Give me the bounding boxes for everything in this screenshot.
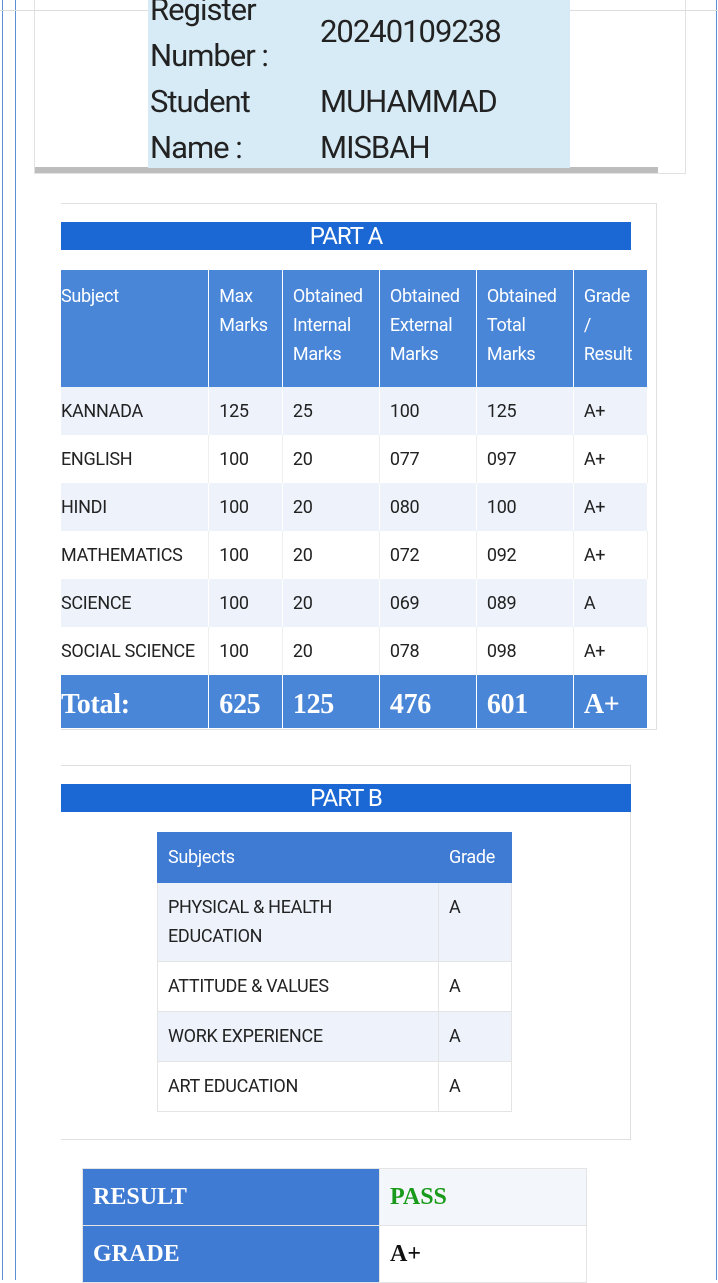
frame-line: [716, 0, 717, 1280]
subject-row: HINDI 100 20 080 100 A+: [61, 483, 649, 531]
cell: A: [438, 1011, 512, 1062]
cell: 25: [282, 387, 380, 435]
cell: 069: [379, 579, 477, 627]
result-value: A+: [379, 1225, 587, 1283]
header-cell: Subject: [61, 270, 210, 387]
cell: 125: [208, 387, 283, 435]
cell: 20: [282, 579, 380, 627]
register-number: 20240109238: [320, 13, 502, 50]
frame-line: [2, 0, 3, 1280]
cell: ATTITUDE & VALUES: [157, 961, 439, 1012]
part-a-title: PART A: [61, 222, 631, 250]
header-cell: Subjects: [157, 832, 439, 883]
cell: 100: [208, 531, 283, 579]
cell: 072: [379, 531, 477, 579]
cell: 20: [282, 435, 380, 483]
result-key: RESULT: [82, 1168, 380, 1226]
total-cell: A+: [573, 675, 649, 728]
result-row: GRADE A+: [82, 1225, 587, 1283]
subject-row: SCIENCE 100 20 069 089 A: [61, 579, 649, 627]
cell: SCIENCE: [61, 579, 210, 627]
cell: 100: [208, 483, 283, 531]
subject-row: ENGLISH 100 20 077 097 A+: [61, 435, 649, 483]
result-value: PASS: [379, 1168, 587, 1226]
cell: 089: [476, 579, 574, 627]
cell: 20: [282, 483, 380, 531]
total-cell: Total:: [61, 675, 210, 728]
cell: 092: [476, 531, 574, 579]
cell: 100: [476, 483, 574, 531]
cell: 098: [476, 627, 574, 675]
total-cell: 601: [476, 675, 574, 728]
student-name: MUHAMMAD MISBAH: [320, 83, 498, 166]
total-cell: 625: [208, 675, 283, 728]
cell: SOCIAL SCIENCE: [61, 627, 210, 675]
register-label: Register Number :: [150, 0, 269, 74]
cell: 20: [282, 627, 380, 675]
cell: 097: [476, 435, 574, 483]
student-card: [34, 0, 686, 174]
cell: 125: [476, 387, 574, 435]
cell: 100: [379, 387, 477, 435]
row: WORK EXPERIENCE A: [157, 1011, 512, 1062]
header-cell: Grade / Result: [573, 270, 649, 387]
total-cell: 476: [379, 675, 477, 728]
cell: 20: [282, 531, 380, 579]
cell: A: [438, 882, 512, 962]
cell: A: [438, 961, 512, 1012]
cell: 077: [379, 435, 477, 483]
subject-row: MATHEMATICS 100 20 072 092 A+: [61, 531, 649, 579]
cell: A: [438, 1061, 512, 1112]
row: ART EDUCATION A: [157, 1061, 512, 1112]
cell: ENGLISH: [61, 435, 210, 483]
frame-line: [15, 0, 16, 1280]
result-key: GRADE: [82, 1225, 380, 1283]
name-label: Student Name :: [150, 83, 251, 166]
cell: A+: [573, 531, 649, 579]
row: PHYSICAL & HEALTH EDUCATION A: [157, 882, 512, 962]
part-b-title: PART B: [61, 784, 631, 812]
cell: 080: [379, 483, 477, 531]
cell: A+: [573, 387, 649, 435]
cell: A+: [573, 627, 649, 675]
header-cell: Grade: [438, 832, 512, 883]
cell: A+: [573, 483, 649, 531]
header-cell: Max Marks: [208, 270, 283, 387]
result-table: RESULT PASS GRADE A+: [82, 1168, 587, 1283]
header-cell: Obtained Total Marks: [476, 270, 574, 387]
part-a-table: Subject Max Marks Obtained Internal Marks O…: [61, 270, 649, 728]
cell: ART EDUCATION: [157, 1061, 439, 1112]
cell: 100: [208, 579, 283, 627]
header-row: Subjects Grade: [157, 832, 512, 883]
header-cell: Obtained Internal Marks: [282, 270, 380, 387]
total-cell: 125: [282, 675, 380, 728]
cell: HINDI: [61, 483, 210, 531]
total-row: Total: 625 125 476 601 A+: [61, 675, 649, 728]
header-row: Subject Max Marks Obtained Internal Marks O…: [61, 270, 649, 387]
cell: KANNADA: [61, 387, 210, 435]
cell: PHYSICAL & HEALTH EDUCATION: [157, 882, 439, 962]
student-info: Register Number : 20240109238 Student Na…: [148, 0, 570, 168]
cell: 078: [379, 627, 477, 675]
subject-row: KANNADA 125 25 100 125 A+: [61, 387, 649, 435]
cell: 100: [208, 435, 283, 483]
card-shadow: [35, 167, 658, 173]
part-a-clip: Subject Max Marks Obtained Internal Marks O…: [61, 270, 658, 728]
subject-row: SOCIAL SCIENCE 100 20 078 098 A+: [61, 627, 649, 675]
cell: WORK EXPERIENCE: [157, 1011, 439, 1062]
cell: A+: [573, 435, 649, 483]
part-b-table: Subjects Grade PHYSICAL & HEALTH EDUCATION…: [157, 832, 512, 1112]
cell: A: [573, 579, 649, 627]
row: ATTITUDE & VALUES A: [157, 961, 512, 1012]
cell: MATHEMATICS: [61, 531, 210, 579]
header-cell: Obtained External Marks: [379, 270, 477, 387]
result-row: RESULT PASS: [82, 1168, 587, 1226]
cell: 100: [208, 627, 283, 675]
